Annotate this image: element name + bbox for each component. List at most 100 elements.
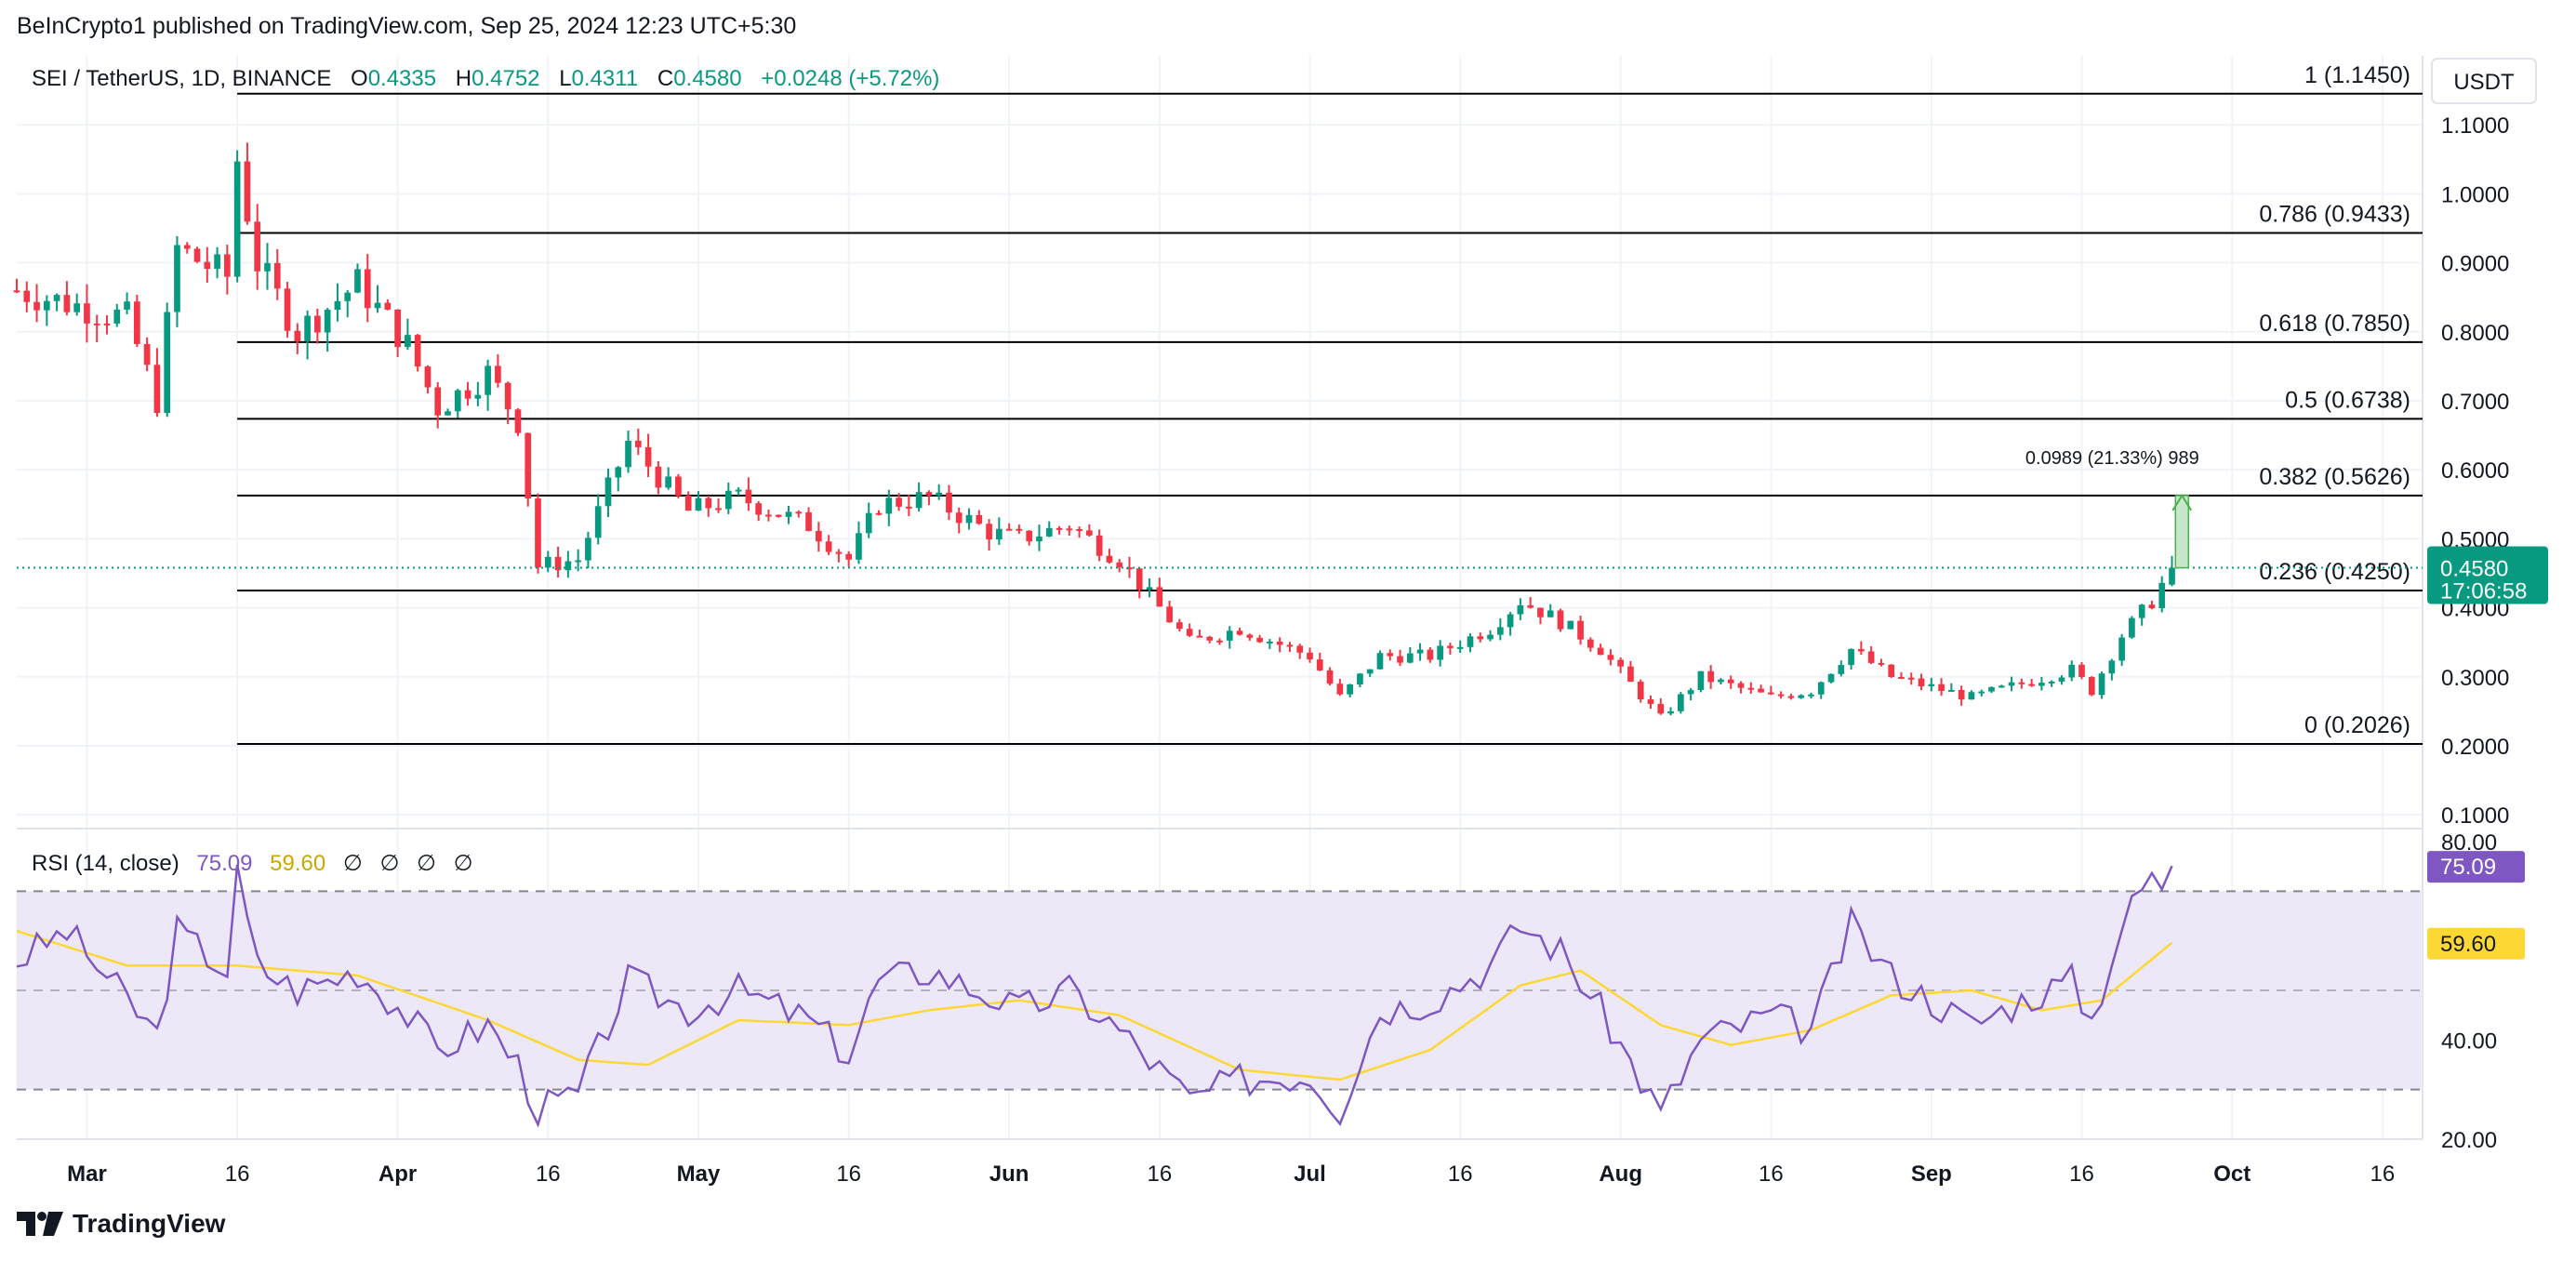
candle-body [936,492,943,496]
candle-body [1095,535,1103,556]
candle-body [33,301,40,311]
ohlc-high-label: H [456,66,471,91]
rsi-placeholder-1: ∅ [343,851,363,876]
fib-level-label: 0.382 (0.5626) [2259,464,2410,490]
time-tick-label: 16 [2069,1161,2094,1187]
candle-body [2038,683,2045,686]
candle-body [1166,606,1173,623]
time-tick-label: 16 [836,1161,861,1187]
candle-body [1627,666,1634,683]
tradingview-brand[interactable]: TradingView [17,1209,225,1239]
candle-body [535,498,541,568]
candle-body [354,269,361,293]
candle-body [1487,634,1494,640]
time-axis[interactable]: Mar 16 Apr 16 May 16 Jun 16 Jul 16 Aug 16 Sep 16 Oct 16 [67,1161,2395,1187]
candle-body [264,262,271,272]
candle-body [906,506,912,509]
candle-body [1267,641,1273,644]
candle-body [1817,682,1825,695]
measure-arrow-head [2171,494,2193,511]
candle-body [1116,562,1123,568]
candle-body [655,466,662,488]
candle-body [1135,568,1143,591]
currency-label: USDT [2453,70,2515,95]
candle-body [1086,530,1093,536]
candle-body [153,365,161,414]
rsi-line [16,864,2173,1128]
price-axis[interactable]: 1.10001.00000.90000.80000.70000.60000.50… [2441,113,2509,1153]
candle-body [1858,648,1865,652]
candle-body [1296,645,1304,653]
price-tick-label: 0.6000 [2441,458,2509,484]
currency-button[interactable]: USDT [2431,58,2537,104]
candle-body [1567,620,1574,630]
candle-body [84,303,90,324]
candle-body [1186,629,1193,636]
candle-body [785,511,792,517]
candle-body [554,556,562,571]
candle-body [1838,665,1845,674]
candle-body [705,498,712,509]
rsi-ma-value-tag-label: 59.60 [2440,932,2496,957]
candle-body [996,528,1003,540]
candle-body [224,254,231,277]
candle-body [1718,679,1724,683]
candle-body [193,248,201,262]
candle-body [1777,694,1785,697]
candle-body [1938,684,1945,691]
rsi-band-fill [17,891,2423,1090]
candle-body [815,530,822,542]
candle-body [63,295,71,312]
fib-level-label: 0.618 (0.7850) [2259,311,2410,337]
candle-body [524,432,532,499]
candle-body [1607,655,1614,660]
candle-body [1827,673,1835,683]
candle-body [2088,677,2095,696]
candle-body [2108,660,2116,674]
rsi-value-tag-label: 75.09 [2440,855,2496,880]
candle-body [233,161,241,277]
candle-body [334,300,341,311]
candle-body [976,514,983,524]
candle-body [454,390,461,412]
fibonacci-retracement[interactable]: 1 (1.1450) 0.786 (0.9433) 0.618 (0.7850) 0.… [237,62,2423,746]
candle-body [2169,567,2175,585]
ohlc-low-value: 0.4311 [572,66,639,91]
candle-body [1036,536,1042,542]
candle-body [1496,627,1504,635]
candle-body [1216,640,1223,643]
time-tick-label: 16 [536,1161,561,1187]
candle-body [1747,687,1755,690]
candle-body [625,440,631,468]
fib-level-label: 0.5 (0.6738) [2285,387,2410,413]
candle-body [73,303,81,312]
candle-body [1697,670,1705,691]
candle-body [394,309,401,348]
candle-body [1106,555,1113,563]
rsi-placeholder-2: ∅ [379,851,399,876]
candle-body [1808,694,1814,697]
candle-body [1336,684,1344,695]
ohlc-open-label: O [351,66,368,91]
candle-body [1437,645,1443,660]
candle-body [946,492,952,513]
candle-body [1787,696,1795,698]
candle-body [715,508,722,511]
candle-body [384,302,392,310]
candle-body [324,310,331,333]
candle-body [254,221,261,272]
candle-body [23,290,31,302]
candle-body [1326,670,1334,684]
candle-body [1647,699,1654,704]
candle-body [1907,677,1915,680]
candle-body [775,514,782,517]
fib-level-label: 0.786 (0.9433) [2259,201,2410,227]
candle-body [1206,636,1214,641]
candle-body [1307,652,1313,660]
candle-body [875,512,883,515]
candle-body [445,411,451,416]
candle-body [2018,682,2025,684]
candle-body [865,512,872,534]
